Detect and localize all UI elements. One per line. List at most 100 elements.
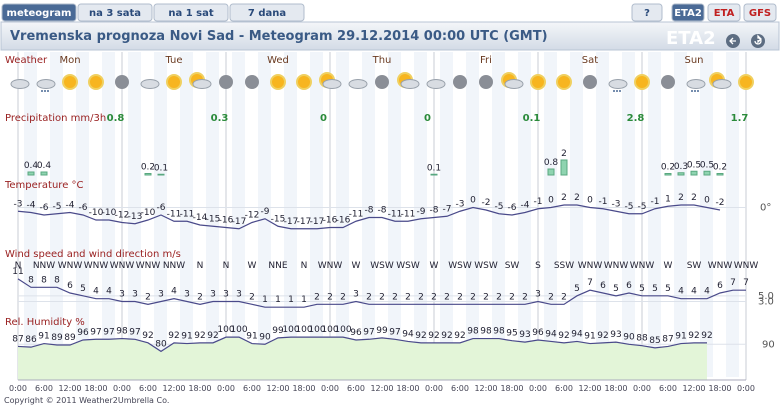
value-label: 92 <box>558 331 569 341</box>
value-label: 6 <box>67 281 73 291</box>
right-tab-label[interactable]: GFS <box>749 8 771 19</box>
value-label: 100 <box>217 325 234 335</box>
value-label: 1 <box>288 295 294 305</box>
wind-direction: W <box>664 261 673 271</box>
value-label: 93 <box>519 330 530 340</box>
wind-direction: WNW <box>604 261 629 271</box>
precip-bar <box>690 170 698 176</box>
value-label: -9 <box>417 207 426 217</box>
precip-label: 0.8 <box>544 158 559 168</box>
precip-label: 0.4 <box>24 161 39 171</box>
right-tab-label[interactable]: ? <box>644 8 650 19</box>
value-label: 89 <box>64 333 76 343</box>
value-label: 2 <box>418 292 424 302</box>
value-label: 3 <box>223 290 229 300</box>
value-label: -15 <box>206 214 221 224</box>
value-label: -6 <box>40 203 49 213</box>
value-label: 94 <box>545 329 557 339</box>
x-tick-label: 0:00 <box>9 384 27 393</box>
value-label: 94 <box>402 329 414 339</box>
watermark: ETA2 <box>666 28 716 49</box>
value-label: 98 <box>493 327 505 337</box>
stripe <box>544 52 557 377</box>
value-label: -10 <box>102 208 117 218</box>
x-tick-label: 6:00 <box>35 384 53 393</box>
precip-bar <box>560 159 568 176</box>
wind-direction: W <box>352 261 361 271</box>
snow-dot <box>613 90 615 92</box>
x-tick-label: 12:00 <box>162 384 185 393</box>
right-tab[interactable] <box>671 3 705 22</box>
moon-icon <box>583 75 597 89</box>
daily-total: 0.1 <box>523 113 541 124</box>
cloud-icon <box>140 79 160 89</box>
wind-direction: WNW <box>708 261 733 271</box>
right-tab[interactable] <box>631 3 663 22</box>
precip-label: 2 <box>561 149 567 159</box>
x-tick-label: 6:00 <box>451 384 469 393</box>
right-tab[interactable] <box>743 3 777 22</box>
x-tick-label: 6:00 <box>243 384 261 393</box>
moon-icon <box>115 75 129 89</box>
value-label: 0 <box>470 196 476 206</box>
value-label: 2 <box>470 292 476 302</box>
sun-icon <box>556 74 572 90</box>
precip-bar <box>716 173 724 176</box>
right-tab-label[interactable]: ETA2 <box>674 8 702 19</box>
precip-label: 0.2 <box>713 163 727 173</box>
day-label: Sat <box>582 55 598 66</box>
value-label: -11 <box>388 209 403 219</box>
tab-label[interactable]: na 1 sat <box>168 8 213 19</box>
day-label: Mon <box>59 55 80 66</box>
copyright: Copyright © 2011 Weather2Umbrella Co. <box>4 396 169 405</box>
value-label: 3 <box>132 290 138 300</box>
tab[interactable] <box>77 3 153 22</box>
value-label: 3 <box>184 290 190 300</box>
wind-direction: WNW <box>110 261 135 271</box>
value-label: -13 <box>128 212 143 222</box>
moon-icon <box>479 75 493 89</box>
value-label: 91 <box>181 332 192 342</box>
tab-label[interactable]: na 3 sata <box>89 8 141 19</box>
value-label: 6 <box>717 281 723 291</box>
value-label: -12 <box>245 211 260 221</box>
value-label: 5 <box>639 284 645 294</box>
value-label: -11 <box>349 209 364 219</box>
value-label: -11 <box>180 209 195 219</box>
tab[interactable] <box>229 3 305 22</box>
tab-label[interactable]: 7 dana <box>248 8 286 19</box>
value-label: 2 <box>548 292 554 302</box>
value-label: 4 <box>678 287 684 297</box>
value-label: 91 <box>675 332 686 342</box>
value-label: 2 <box>379 292 385 302</box>
x-tick-label: 6:00 <box>139 384 157 393</box>
snow-dot <box>691 90 693 92</box>
cloud-icon <box>608 79 628 89</box>
value-label: 95 <box>506 329 517 339</box>
tab[interactable] <box>1 3 77 22</box>
precip-label: 0.2 <box>661 163 675 173</box>
value-label: -16 <box>219 216 234 226</box>
stripe <box>570 52 583 377</box>
stripe <box>674 52 687 377</box>
value-label: 4 <box>704 287 710 297</box>
title: Vremenska prognoza Novi Sad - Meteogram … <box>10 29 548 44</box>
moon-icon <box>661 75 675 89</box>
value-label: 2 <box>392 292 398 302</box>
y-tick-label: 5.0 <box>758 291 774 302</box>
daily-total: 0 <box>424 113 431 124</box>
precip-label: 0.5 <box>687 160 701 170</box>
value-label: 3 <box>119 290 125 300</box>
snow-dot <box>619 90 621 92</box>
precip-label: 0.2 <box>141 163 155 173</box>
y-tick-label: 3.0 <box>758 297 774 308</box>
tab[interactable] <box>153 3 229 22</box>
right-tab[interactable] <box>707 3 741 22</box>
value-label: 7 <box>730 278 736 288</box>
tab-label[interactable]: meteogram <box>7 8 72 19</box>
precip-bar <box>703 170 711 176</box>
value-label: 97 <box>129 327 140 337</box>
snow-dot <box>616 90 618 92</box>
right-tab-label[interactable]: ETA <box>714 8 735 19</box>
wind-direction: NNW <box>163 261 185 271</box>
